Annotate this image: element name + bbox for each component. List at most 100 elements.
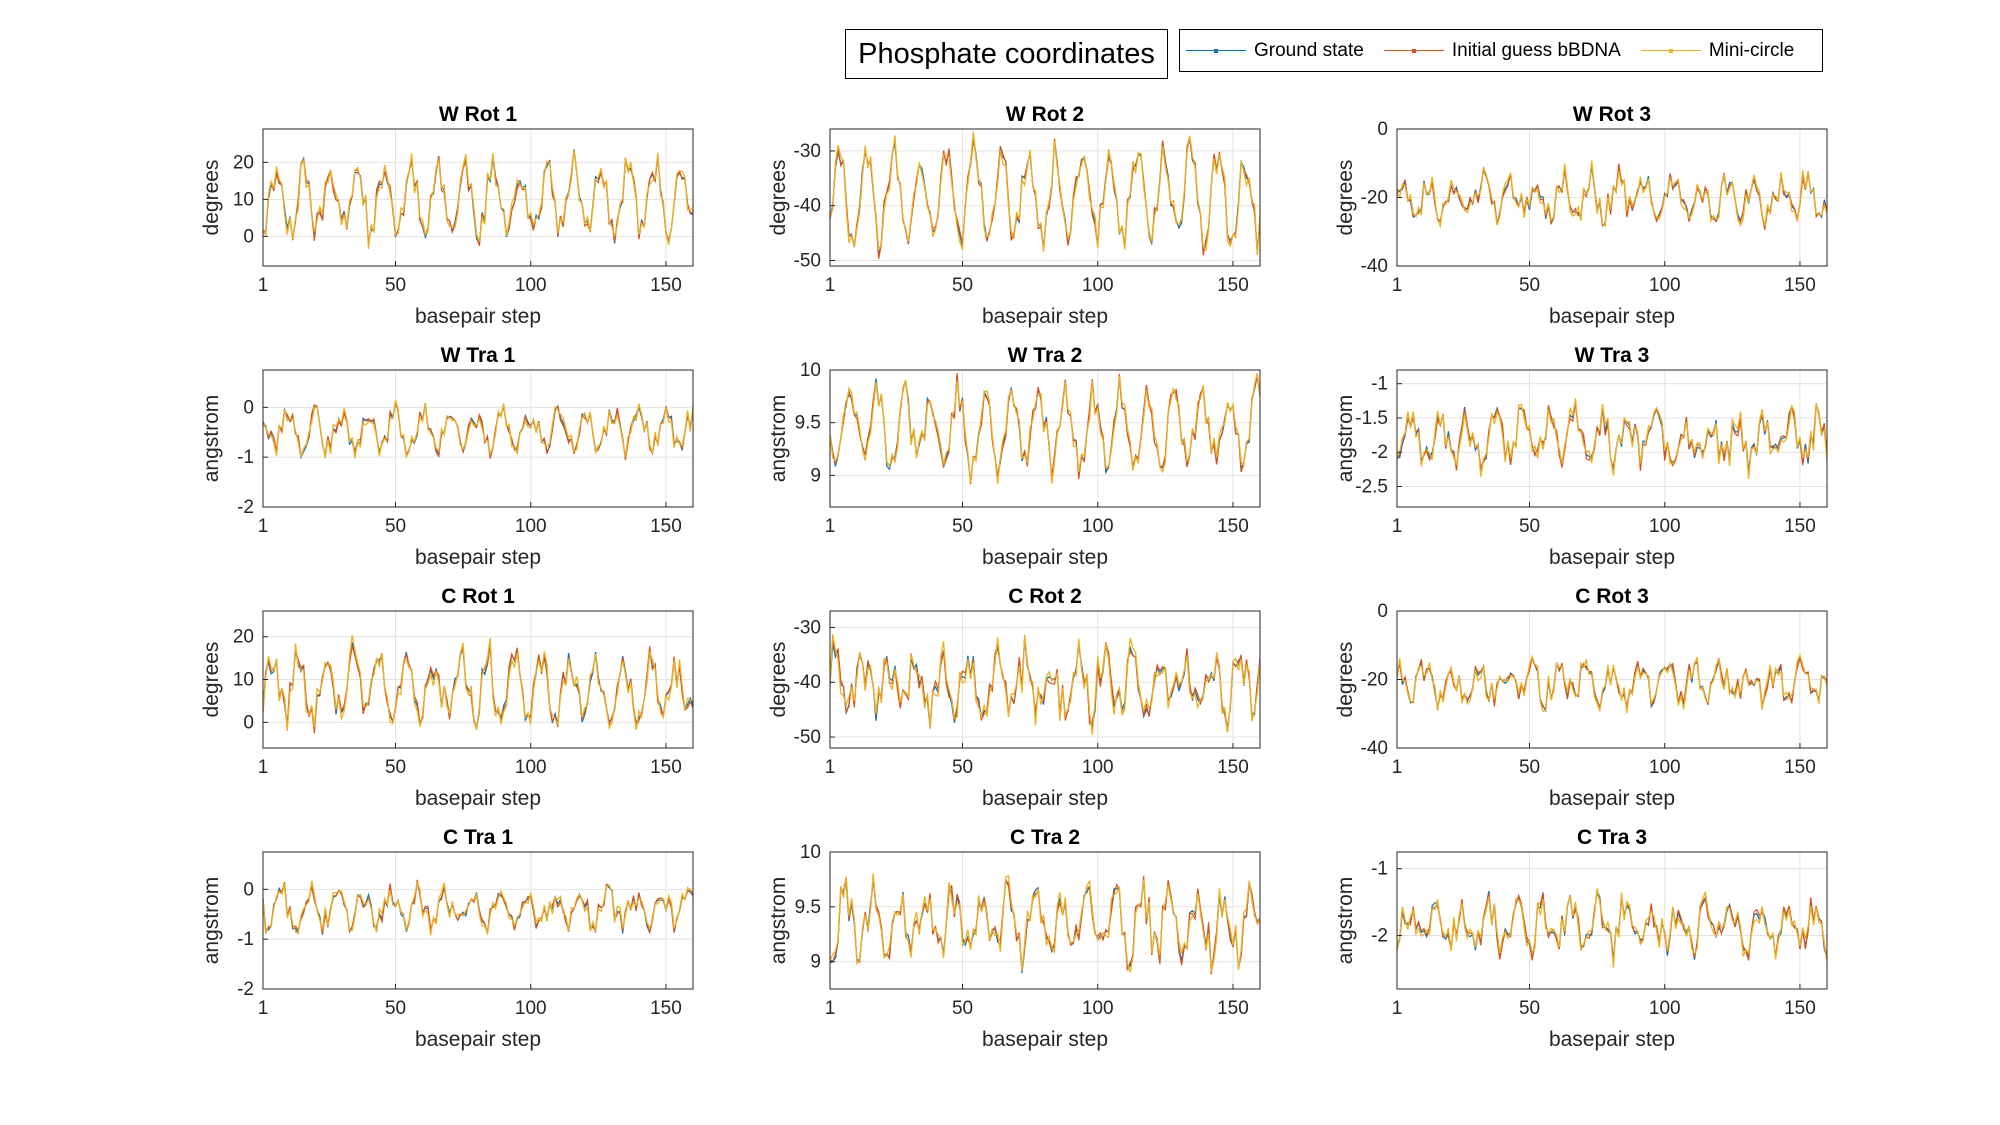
- x-tick-label: 100: [515, 998, 547, 1019]
- x-tick-label: 150: [1784, 516, 1816, 537]
- x-tick-label: 150: [1784, 275, 1816, 296]
- series-line-mini-circle: [263, 150, 693, 249]
- x-tick-label: 100: [1649, 998, 1681, 1019]
- x-tick-label: 1: [1392, 998, 1403, 1019]
- y-tick-label: 0: [243, 226, 254, 247]
- legend-label: Mini-circle: [1708, 39, 1795, 61]
- x-axis-label: basepair step: [415, 1028, 541, 1051]
- plot-area: [263, 129, 693, 266]
- y-tick-label: -30: [794, 617, 821, 638]
- x-tick-label: 100: [1649, 275, 1681, 296]
- y-tick-label: -1.5: [1355, 408, 1388, 429]
- y-axis-label: angstrom: [767, 877, 790, 965]
- y-tick-label: -2: [1371, 442, 1388, 463]
- x-tick-label: 150: [650, 516, 682, 537]
- x-tick-label: 100: [515, 516, 547, 537]
- x-tick-label: 50: [952, 275, 973, 296]
- x-tick-label: 50: [385, 275, 406, 296]
- axes-box: [1396, 851, 1828, 990]
- subplot-title: C Rot 3: [1575, 585, 1649, 608]
- series-line-mini-circle: [1397, 398, 1827, 480]
- y-tick-label: -1: [1371, 374, 1388, 395]
- x-tick-label: 150: [1217, 275, 1249, 296]
- y-tick-label: -2: [237, 979, 254, 1000]
- plot-area: [830, 852, 1260, 989]
- axes-box: [262, 369, 694, 508]
- y-tick-label: 9.5: [795, 413, 821, 434]
- subplot-title: C Rot 1: [441, 585, 515, 608]
- y-tick-label: 10: [800, 842, 821, 863]
- series-line-mini-circle: [830, 873, 1260, 973]
- x-axis-label: basepair step: [415, 305, 541, 328]
- x-tick-label: 1: [258, 275, 269, 296]
- y-tick-label: -40: [794, 196, 821, 217]
- figure-title: Phosphate coordinates: [845, 29, 1168, 79]
- x-tick-label: 100: [1082, 275, 1114, 296]
- subplot-title: W Rot 3: [1573, 103, 1651, 126]
- legend: Ground state Initial guess bBDNA Mini-ci…: [1179, 29, 1823, 72]
- y-tick-label: 9.5: [795, 897, 821, 918]
- axes-box: [829, 128, 1261, 267]
- x-tick-label: 150: [1784, 757, 1816, 778]
- y-axis-label: degrees: [767, 642, 790, 718]
- x-tick-label: 150: [650, 998, 682, 1019]
- x-tick-label: 100: [1082, 516, 1114, 537]
- plot-area: [1397, 852, 1827, 989]
- plot-area: [830, 370, 1260, 507]
- legend-label: Initial guess bBDNA: [1451, 39, 1621, 61]
- series-line-mini-circle: [1397, 888, 1827, 968]
- x-tick-label: 50: [952, 516, 973, 537]
- legend-swatch-initial-guess: [1383, 44, 1444, 58]
- x-tick-label: 50: [1519, 998, 1540, 1019]
- x-tick-label: 150: [650, 757, 682, 778]
- x-tick-label: 1: [825, 275, 836, 296]
- legend-swatch-ground-state: [1186, 44, 1246, 58]
- y-tick-label: -50: [794, 251, 821, 272]
- y-tick-label: -40: [1361, 738, 1388, 759]
- x-tick-label: 50: [385, 516, 406, 537]
- axes-box: [829, 369, 1261, 508]
- y-axis-label: angstrom: [200, 877, 223, 965]
- x-tick-label: 50: [1519, 275, 1540, 296]
- x-tick-label: 100: [515, 275, 547, 296]
- y-axis-label: degrees: [1334, 642, 1357, 718]
- series-line-mini-circle: [1397, 160, 1827, 229]
- x-tick-label: 100: [1082, 757, 1114, 778]
- x-tick-label: 50: [952, 998, 973, 1019]
- x-tick-label: 150: [650, 275, 682, 296]
- y-tick-label: -20: [1361, 670, 1388, 691]
- y-tick-label: -1: [237, 447, 254, 468]
- y-tick-label: 0: [1377, 119, 1388, 140]
- y-axis-label: degrees: [767, 160, 790, 236]
- y-tick-label: 0: [243, 879, 254, 900]
- y-tick-label: -50: [794, 727, 821, 748]
- axes-box: [829, 610, 1261, 749]
- x-tick-label: 1: [1392, 757, 1403, 778]
- series-line-mini-circle: [263, 635, 693, 732]
- x-tick-label: 100: [1649, 757, 1681, 778]
- series-line-mini-circle: [1397, 653, 1827, 714]
- y-tick-label: 20: [233, 627, 254, 648]
- subplot-title: C Tra 1: [443, 826, 513, 849]
- x-tick-label: 50: [385, 998, 406, 1019]
- y-tick-label: -2: [1371, 926, 1388, 947]
- figure-title-text: Phosphate coordinates: [858, 37, 1155, 70]
- x-tick-label: 1: [258, 757, 269, 778]
- y-axis-label: degrees: [1334, 160, 1357, 236]
- legend-label: Ground state: [1254, 39, 1364, 61]
- subplot-title: W Tra 2: [1008, 344, 1083, 367]
- x-tick-label: 150: [1784, 998, 1816, 1019]
- y-tick-label: 9: [810, 952, 821, 973]
- legend-swatch-mini-circle: [1640, 44, 1701, 58]
- subplot-title: W Tra 1: [441, 344, 516, 367]
- x-tick-label: 50: [385, 757, 406, 778]
- y-tick-label: -40: [1361, 256, 1388, 277]
- x-axis-label: basepair step: [1549, 787, 1675, 810]
- x-tick-label: 150: [1217, 516, 1249, 537]
